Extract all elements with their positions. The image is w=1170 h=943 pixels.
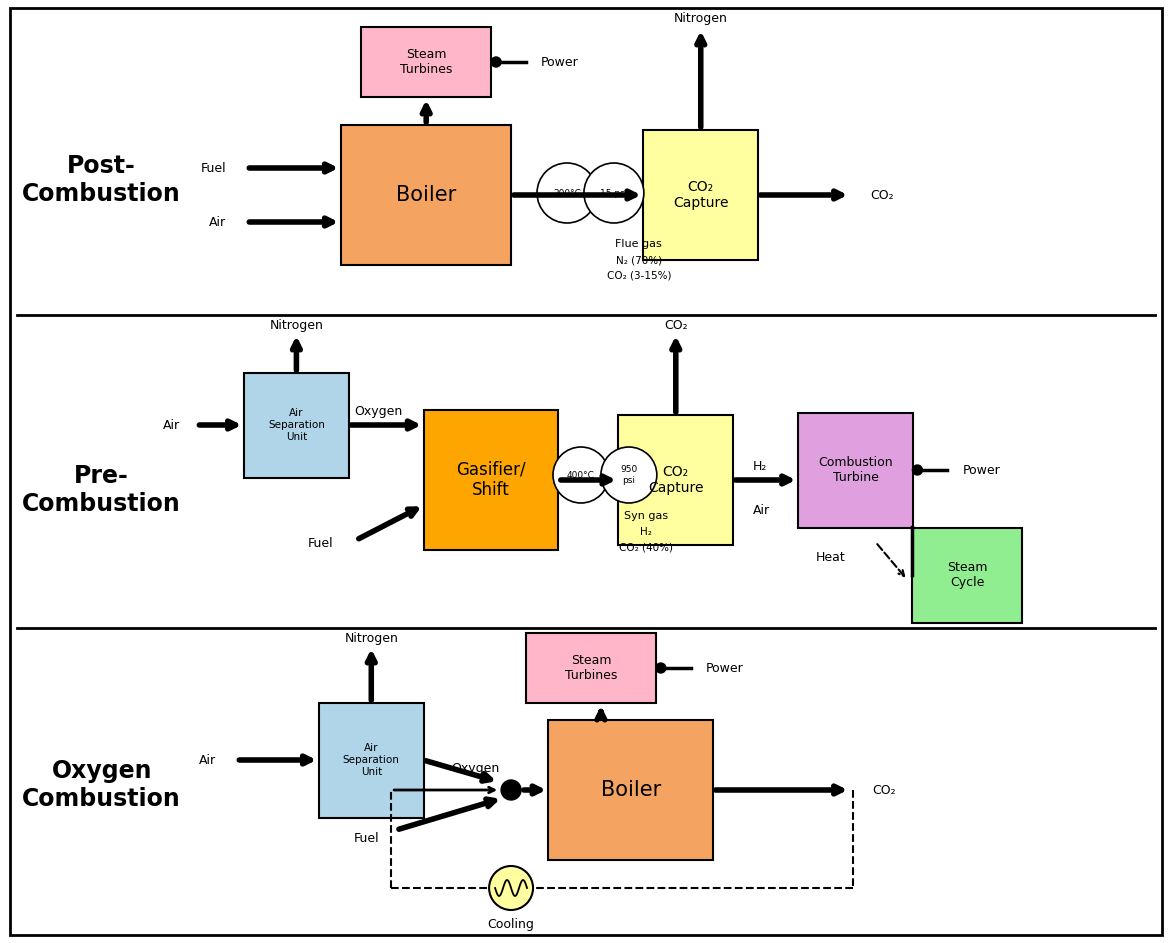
Text: Pre-
Combustion: Pre- Combustion [22, 464, 181, 516]
Text: CO₂: CO₂ [873, 784, 896, 797]
Text: 200°C: 200°C [553, 189, 581, 197]
FancyBboxPatch shape [319, 703, 424, 818]
Text: Air: Air [199, 753, 216, 767]
Text: H₂: H₂ [752, 459, 768, 472]
Text: Fuel: Fuel [201, 161, 227, 174]
Circle shape [601, 447, 656, 503]
FancyBboxPatch shape [424, 410, 558, 550]
Text: Gasifier/
Shift: Gasifier/ Shift [456, 460, 525, 500]
Circle shape [913, 465, 922, 475]
Text: Nitrogen: Nitrogen [674, 11, 728, 25]
Circle shape [553, 447, 608, 503]
Text: Oxygen
Combustion: Oxygen Combustion [22, 759, 181, 811]
Text: Nitrogen: Nitrogen [269, 319, 323, 332]
FancyBboxPatch shape [798, 412, 913, 527]
Text: CO₂ (3-15%): CO₂ (3-15%) [606, 270, 672, 280]
Text: Post-
Combustion: Post- Combustion [22, 154, 181, 206]
Text: Air: Air [163, 419, 179, 432]
Text: 950
psi: 950 psi [620, 465, 638, 485]
Circle shape [537, 163, 597, 223]
Text: Combustion
Turbine: Combustion Turbine [818, 456, 893, 484]
Text: Flue gas: Flue gas [615, 239, 662, 249]
Text: Syn gas: Syn gas [624, 511, 668, 521]
FancyBboxPatch shape [342, 125, 511, 265]
Text: H₂: H₂ [640, 527, 652, 537]
Text: Steam
Turbines: Steam Turbines [400, 48, 453, 76]
Text: CO₂
Capture: CO₂ Capture [673, 180, 729, 210]
Text: Air
Separation
Unit: Air Separation Unit [343, 743, 400, 777]
Text: Boiler: Boiler [397, 185, 456, 205]
Text: Oxygen: Oxygen [355, 405, 402, 418]
Text: Boiler: Boiler [600, 780, 661, 800]
FancyBboxPatch shape [619, 415, 734, 545]
Text: Steam
Turbines: Steam Turbines [565, 654, 617, 682]
FancyBboxPatch shape [913, 527, 1023, 622]
Text: CO₂
Capture: CO₂ Capture [648, 465, 703, 495]
Circle shape [584, 163, 644, 223]
Text: Fuel: Fuel [353, 832, 379, 845]
Text: Air
Separation
Unit: Air Separation Unit [268, 408, 325, 441]
Text: Power: Power [706, 661, 743, 674]
FancyBboxPatch shape [644, 130, 758, 260]
Text: CO₂: CO₂ [870, 189, 894, 202]
FancyBboxPatch shape [9, 8, 1162, 935]
Text: Steam
Cycle: Steam Cycle [947, 561, 987, 589]
Text: Air: Air [209, 216, 227, 228]
FancyBboxPatch shape [549, 720, 714, 860]
Text: Power: Power [963, 464, 1000, 476]
Text: Fuel: Fuel [308, 537, 333, 550]
Text: CO₂ (40%): CO₂ (40%) [619, 542, 673, 552]
Text: Power: Power [541, 56, 579, 69]
Text: CO₂: CO₂ [665, 319, 688, 332]
Text: Nitrogen: Nitrogen [344, 632, 398, 644]
Text: Cooling: Cooling [488, 918, 535, 931]
Circle shape [656, 663, 666, 673]
Circle shape [501, 780, 521, 800]
FancyBboxPatch shape [245, 372, 349, 477]
Circle shape [489, 866, 534, 910]
Text: 400°C: 400°C [567, 471, 594, 479]
Text: 15 psi: 15 psi [600, 189, 627, 197]
Text: Heat: Heat [815, 551, 846, 564]
Circle shape [491, 57, 501, 67]
FancyBboxPatch shape [526, 633, 656, 703]
Text: Air: Air [752, 504, 770, 517]
FancyBboxPatch shape [362, 27, 491, 97]
Text: N₂ (70%): N₂ (70%) [615, 255, 662, 265]
Text: Oxygen: Oxygen [452, 762, 500, 774]
